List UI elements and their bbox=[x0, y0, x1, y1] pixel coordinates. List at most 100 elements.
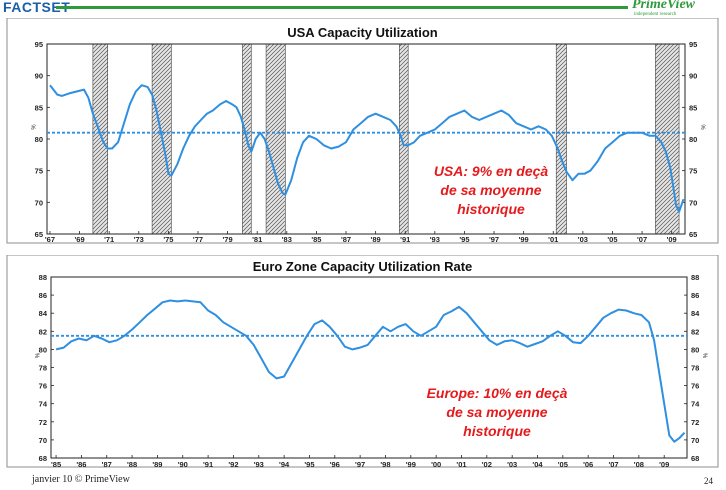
y-tick-label-right: 68 bbox=[691, 454, 699, 463]
y-tick-label-right: 95 bbox=[689, 40, 697, 49]
recession-band bbox=[555, 43, 567, 235]
chart-frame bbox=[6, 18, 719, 244]
y-tick-label-right: 88 bbox=[691, 273, 699, 282]
x-tick-label: '93 bbox=[430, 235, 440, 244]
x-tick-label: '91 bbox=[203, 460, 213, 469]
x-tick-label: '81 bbox=[252, 235, 262, 244]
series-line bbox=[55, 299, 686, 443]
x-tick-label: '99 bbox=[519, 235, 529, 244]
usa-capacity-chart: USA Capacity Utilization 65 65 70 70 75 75 80 80… bbox=[6, 18, 719, 244]
y-tick-label-right: 85 bbox=[689, 103, 697, 112]
y-tick-label-left: 82 bbox=[39, 327, 47, 336]
recession-band bbox=[399, 43, 409, 235]
x-tick-label: '01 bbox=[548, 235, 558, 244]
euro-capacity-chart: Euro Zone Capacity Utilization Rate 68 68 7… bbox=[6, 255, 719, 469]
x-tick-label: '93 bbox=[254, 460, 264, 469]
y-tick-label-left: 76 bbox=[39, 382, 47, 391]
x-tick-label: '67 bbox=[45, 235, 55, 244]
x-tick-label: '09 bbox=[659, 460, 669, 469]
x-tick-label: '90 bbox=[178, 460, 188, 469]
y-tick-label-right: 72 bbox=[691, 418, 699, 427]
y-tick-label-right: 84 bbox=[691, 309, 700, 318]
x-tick-label: '94 bbox=[279, 460, 290, 469]
y-tick-label-right: 80 bbox=[689, 135, 697, 144]
x-tick-label: '97 bbox=[355, 460, 365, 469]
x-tick-label: '96 bbox=[330, 460, 340, 469]
x-tick-label: '69 bbox=[74, 235, 84, 244]
y-tick-label-left: 80 bbox=[35, 135, 43, 144]
x-tick-label: '89 bbox=[371, 235, 381, 244]
x-tick-label: '03 bbox=[578, 235, 588, 244]
x-tick-label: '87 bbox=[102, 460, 112, 469]
y-tick-label-left: 70 bbox=[35, 198, 43, 207]
x-tick-label: '85 bbox=[311, 235, 321, 244]
y-tick-label-right: 65 bbox=[689, 230, 697, 239]
x-tick-label: '06 bbox=[583, 460, 593, 469]
x-tick-label: '99 bbox=[406, 460, 416, 469]
recession-band bbox=[92, 43, 108, 235]
chart-frame bbox=[6, 255, 719, 468]
y-tick-label-right: 86 bbox=[691, 291, 699, 300]
x-tick-label: '83 bbox=[282, 235, 292, 244]
annotation-line: Europe: 10% en deçà bbox=[427, 385, 568, 401]
x-tick-label: '86 bbox=[76, 460, 86, 469]
y-tick-label-left: 68 bbox=[39, 454, 47, 463]
x-tick-label: '87 bbox=[341, 235, 351, 244]
y-tick-label-left: 86 bbox=[39, 291, 47, 300]
x-tick-label: '89 bbox=[152, 460, 162, 469]
recession-band bbox=[265, 43, 286, 235]
x-tick-label: '85 bbox=[51, 460, 61, 469]
x-tick-label: '95 bbox=[304, 460, 314, 469]
y-axis-label-right: % bbox=[701, 353, 707, 359]
y-tick-label-right: 90 bbox=[689, 72, 697, 81]
y-axis-label-left: % bbox=[29, 124, 35, 130]
annotation-line: de sa moyenne bbox=[446, 404, 547, 420]
y-tick-label-left: 80 bbox=[39, 345, 47, 354]
primeview-logo: PrimeView bbox=[632, 0, 695, 12]
x-tick-label: '05 bbox=[607, 235, 617, 244]
factset-logo: FACTSET bbox=[3, 0, 71, 15]
chart-title: Euro Zone Capacity Utilization Rate bbox=[253, 259, 473, 274]
x-tick-label: '07 bbox=[608, 460, 618, 469]
series-line bbox=[49, 84, 685, 213]
x-tick-label: '92 bbox=[228, 460, 238, 469]
y-tick-label-right: 70 bbox=[691, 436, 699, 445]
x-tick-label: '02 bbox=[482, 460, 492, 469]
footer-copyright: janvier 10 © PrimeView bbox=[32, 474, 130, 485]
y-tick-label-left: 78 bbox=[39, 364, 47, 373]
y-tick-label-left: 75 bbox=[35, 167, 43, 176]
x-tick-label: '88 bbox=[127, 460, 137, 469]
x-tick-label: '04 bbox=[532, 460, 543, 469]
y-tick-label-right: 70 bbox=[689, 198, 697, 207]
annotation-line: USA: 9% en deçà bbox=[434, 163, 549, 179]
y-tick-label-left: 74 bbox=[39, 400, 48, 409]
y-tick-label-left: 90 bbox=[35, 72, 43, 81]
y-tick-label-right: 74 bbox=[691, 400, 700, 409]
header-bar: FACTSET PrimeView independent research bbox=[0, 0, 726, 17]
x-tick-label: '09 bbox=[667, 235, 677, 244]
x-tick-label: '91 bbox=[400, 235, 410, 244]
x-tick-label: '97 bbox=[489, 235, 499, 244]
x-tick-label: '73 bbox=[134, 235, 144, 244]
y-tick-label-left: 95 bbox=[35, 40, 43, 49]
y-tick-label-left: 70 bbox=[39, 436, 47, 445]
x-tick-label: '08 bbox=[634, 460, 644, 469]
x-tick-label: '00 bbox=[431, 460, 441, 469]
page-number: 24 bbox=[704, 476, 713, 486]
y-tick-label-right: 78 bbox=[691, 364, 699, 373]
header-divider bbox=[56, 6, 628, 9]
x-tick-label: '79 bbox=[223, 235, 233, 244]
x-tick-label: '03 bbox=[507, 460, 517, 469]
y-tick-label-right: 80 bbox=[691, 345, 699, 354]
x-tick-label: '77 bbox=[193, 235, 203, 244]
y-tick-label-left: 88 bbox=[39, 273, 47, 282]
x-tick-label: '01 bbox=[456, 460, 466, 469]
annotation-line: de sa moyenne bbox=[440, 182, 541, 198]
y-axis-label-right: % bbox=[699, 124, 705, 130]
chart-title: USA Capacity Utilization bbox=[287, 25, 438, 40]
y-tick-label-right: 82 bbox=[691, 327, 699, 336]
x-tick-label: '71 bbox=[104, 235, 114, 244]
primeview-tagline: independent research bbox=[634, 12, 677, 17]
annotation-line: historique bbox=[457, 201, 525, 217]
y-axis-label-left: % bbox=[33, 353, 39, 359]
